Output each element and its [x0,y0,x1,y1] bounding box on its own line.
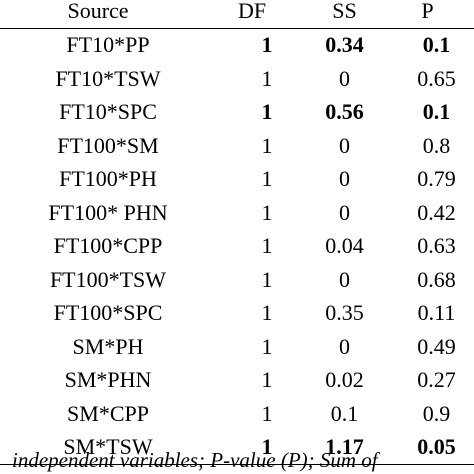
cell-ss: 0 [339,199,350,225]
cell-df: 1 [261,333,273,359]
cell-source: FT100*TSW [49,266,167,292]
cell-df: 1 [261,266,273,292]
table-row: FT10*PP 1 0.34 0.1 [0,28,474,62]
table-row: FT100*SPC 1 0.35 0.11 [0,297,474,331]
cell-source: FT100*PH [59,166,157,192]
cell-df: 1 [261,400,273,426]
cell-p-value: 0.1 [422,99,451,125]
cell-source: FT100* PHN [48,199,168,225]
cell-df: 1 [261,300,273,326]
header-p: P [381,0,474,29]
cell-df: 1 [261,367,273,393]
cell-p-value: 0.1 [422,32,451,58]
table-footnote: independent variables; P-value (P); Sum … [12,447,378,472]
table-row: FT10*TSW 1 0 0.65 [0,62,474,96]
cell-source: SM*TSW [0,430,196,465]
cell-source: FT10*PP [66,32,150,58]
cell-p-value: 0.9 [422,400,451,426]
cell-ss: 0.02 [325,367,364,393]
cell-df: 1 [261,166,273,192]
cell-source: FT100*SPC [53,300,163,326]
cell-source: FT100*CPP [53,233,163,259]
cell-p-value: 0.27 [417,367,456,393]
cell-ss: 0.04 [325,233,364,259]
table-row: FT100* PHN 1 0 0.42 [0,196,474,230]
cell-p-value: 0.49 [417,333,456,359]
cell-df: 1 [261,65,273,91]
cell-df: 1 [261,132,273,158]
table-row: FT100*TSW 1 0 0.68 [0,263,474,297]
cell-df: 1 [196,430,308,465]
cell-df: 1 [261,199,273,225]
cell-p-value: 0.65 [417,65,456,91]
table-body: FT10*PP 1 0.34 0.1 FT10*TSW 1 0 0.65 FT10*SPC 1 0.… [0,28,474,465]
table-row: FT100*CPP 1 0.04 0.63 [0,230,474,264]
cell-ss: 0.34 [325,32,364,58]
cell-ss: 0 [339,132,350,158]
cell-df: 1 [261,32,273,58]
cell-p-value: 0.11 [417,300,456,326]
table-row: SM*PHN 1 0.02 0.27 [0,364,474,398]
header-df: DF [196,0,308,29]
header-row: Source DF SS P [0,0,474,29]
cell-ss: 0.35 [325,300,364,326]
cell-ss: 0.1 [330,400,359,426]
cell-p-value: 0.8 [422,132,451,158]
cell-p-value: 0.79 [417,166,456,192]
cell-source: SM*PH [72,333,144,359]
cell-p-value: 0.63 [417,233,456,259]
cell-ss: 1.17 [308,430,381,465]
table-row: FT100*SM 1 0 0.8 [0,129,474,163]
cell-ss: 0 [339,65,350,91]
cell-ss: 0 [339,333,350,359]
cell-p-value: 0.42 [417,199,456,225]
cell-df: 1 [261,233,273,259]
cell-p-value: 0.05 [381,430,474,465]
table-header: Source DF SS P [0,0,474,29]
cell-ss: 0.56 [325,99,364,125]
cell-df: 1 [261,99,273,125]
table-row: SM*TSW 1 1.17 0.05 [0,430,474,465]
header-ss: SS [308,0,381,29]
table-row: FT100*PH 1 0 0.79 [0,163,474,197]
cell-source: FT100*SM [57,132,159,158]
cell-source: FT10*SPC [59,99,157,125]
header-source: Source [0,0,196,29]
table-row: FT10*SPC 1 0.56 0.1 [0,96,474,130]
cell-p-value: 0.68 [417,266,456,292]
cell-source: FT10*TSW [55,65,161,91]
cell-source: SM*PHN [64,367,152,393]
table-row: SM*CPP 1 0.1 0.9 [0,397,474,431]
table-row: SM*PH 1 0 0.49 [0,330,474,364]
cell-source: SM*CPP [67,400,149,426]
cell-ss: 0 [339,266,350,292]
cell-ss: 0 [339,166,350,192]
